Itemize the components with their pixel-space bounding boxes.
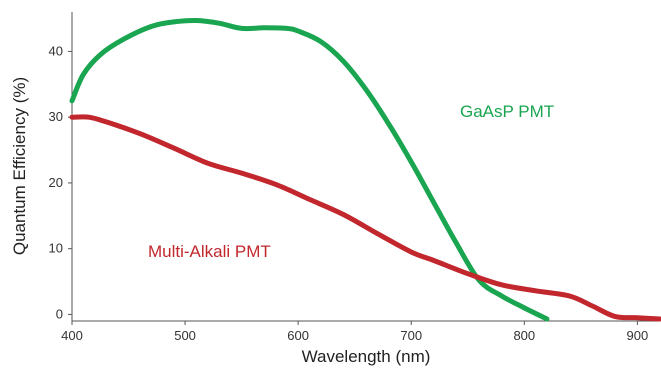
series-label-multi-alkali: Multi-Alkali PMT <box>148 242 271 261</box>
series-line-gaasp-pmt <box>69 17 550 322</box>
x-tick-label-700: 700 <box>400 328 422 343</box>
x-tick-label-900: 900 <box>627 328 649 343</box>
x-tick-label-500: 500 <box>174 328 196 343</box>
axes <box>71 12 660 322</box>
x-tick-label-600: 600 <box>287 328 309 343</box>
y-tick-label-0: 0 <box>56 306 63 321</box>
y-tick-label-10: 10 <box>49 241 63 256</box>
y-axis-title: Quantum Efficiency (%) <box>10 77 29 255</box>
x-axis-title: Wavelength (nm) <box>302 347 431 366</box>
x-tick-label-400: 400 <box>61 328 83 343</box>
y-tick-label-20: 20 <box>49 175 63 190</box>
x-tick-label-800: 800 <box>513 328 535 343</box>
series-lines <box>69 17 661 322</box>
series-line-multi-alkali-pmt <box>69 114 661 322</box>
y-tick-label-40: 40 <box>49 43 63 58</box>
series-label-gaasp: GaAsP PMT <box>460 102 554 121</box>
y-tick-label-30: 30 <box>49 109 63 124</box>
ticks: 400 500 600 700 800 900 0 10 20 30 40 <box>49 43 649 343</box>
